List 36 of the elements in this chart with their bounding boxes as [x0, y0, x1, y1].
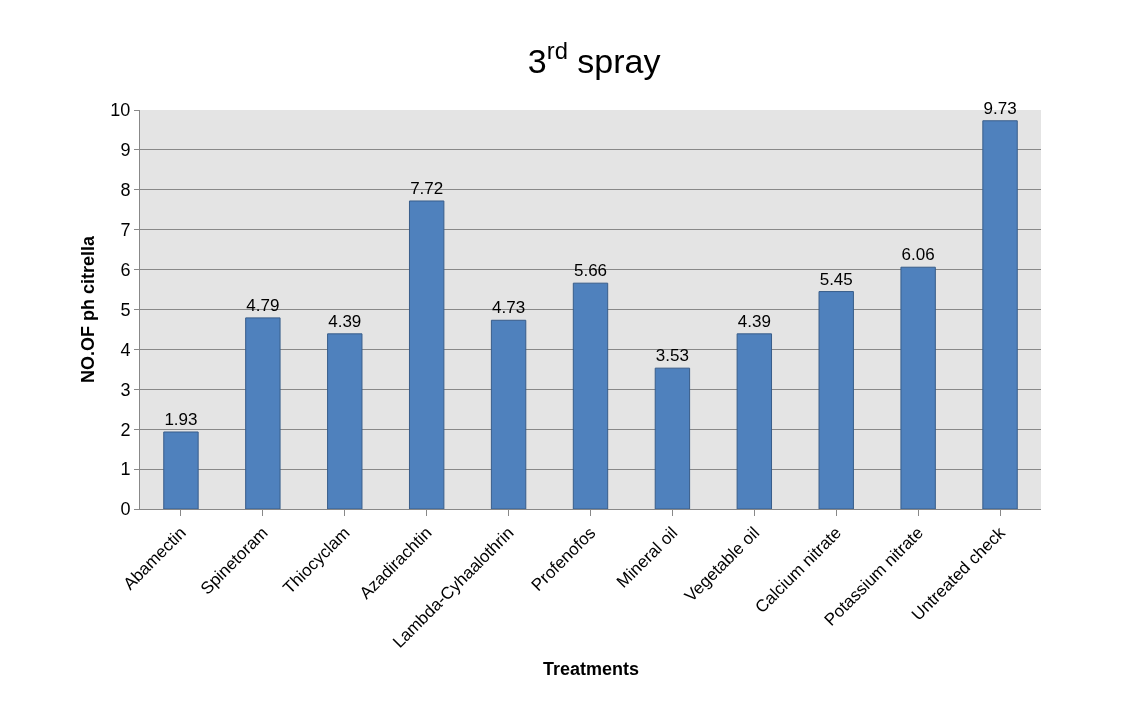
data-label: 6.06 — [901, 245, 935, 265]
data-label: 5.45 — [819, 269, 853, 289]
data-label: 4.39 — [737, 311, 771, 331]
data-label: 7.72 — [410, 178, 444, 198]
y-tick-label: 7 — [120, 220, 131, 240]
bar — [163, 431, 199, 509]
x-axis-title: Treatments — [543, 659, 640, 679]
bar — [654, 367, 691, 509]
y-tick-label: 8 — [120, 180, 131, 201]
bar — [245, 317, 281, 509]
bar — [818, 291, 854, 509]
bar — [490, 319, 527, 509]
bar — [736, 333, 773, 509]
y-tick-label: 6 — [120, 259, 131, 280]
y-tick-label: 9 — [120, 140, 131, 161]
data-label: 4.79 — [246, 295, 280, 315]
bar — [900, 266, 936, 509]
data-label: 3.53 — [655, 346, 689, 366]
data-label: 4.39 — [328, 311, 362, 331]
y-tick-label: 5 — [120, 299, 131, 320]
bar — [327, 333, 363, 509]
y-tick-label: 3 — [120, 379, 131, 400]
y-tick-label: 10 — [110, 100, 131, 121]
data-label: 9.73 — [983, 98, 1017, 118]
data-label: 4.73 — [492, 298, 526, 318]
y-tick-label: 4 — [120, 339, 131, 360]
bar — [408, 200, 445, 509]
y-tick-label: 1 — [120, 459, 131, 480]
bar — [982, 120, 1018, 509]
data-label: 5.66 — [573, 261, 608, 281]
data-label: 1.93 — [164, 409, 198, 429]
y-tick-label: 2 — [120, 419, 131, 440]
y-tick-label: 0 — [120, 499, 131, 520]
y-axis-title: NO.OF ph citrella — [78, 235, 98, 384]
chart-title: 3$^{rd}$ spray — [527, 37, 661, 81]
bar — [572, 282, 609, 509]
